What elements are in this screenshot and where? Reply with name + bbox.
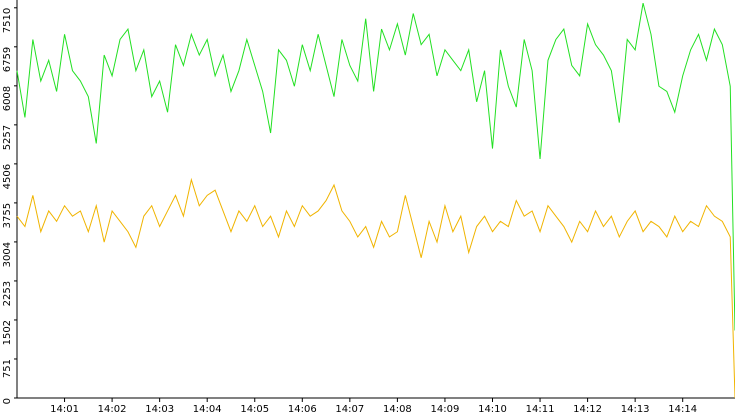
x-tick-label: 14:07: [335, 404, 364, 415]
x-tick-label: 14:14: [668, 404, 697, 415]
series-line: [16, 2, 735, 331]
x-tick-label: 14:03: [145, 404, 174, 415]
x-tick-label: 14:06: [288, 404, 317, 415]
x-tick-label: 14:08: [383, 404, 412, 415]
x-tick-label: 14:12: [573, 404, 602, 415]
x-tick-label: 14:09: [431, 404, 460, 415]
x-tick-label: 14:01: [50, 404, 79, 415]
x-tick-label: 14:11: [526, 404, 555, 415]
y-tick-label: 6008: [2, 86, 13, 111]
y-tick-label: 751: [2, 359, 13, 378]
y-tick-label: 6759: [2, 47, 13, 72]
x-tick-label: 14:04: [193, 404, 222, 415]
y-tick-label: 5257: [2, 125, 13, 150]
y-tick-label: 7510: [2, 8, 13, 33]
y-tick-label: 3755: [2, 203, 13, 228]
x-tick-label: 14:10: [478, 404, 507, 415]
y-tick-label: 2253: [2, 281, 13, 306]
y-tick-label: 3004: [2, 242, 13, 267]
x-tick-label: 14:13: [621, 404, 650, 415]
x-tick-label: 14:02: [98, 404, 127, 415]
y-tick-label: 1502: [2, 320, 13, 345]
x-tick-label: 14:05: [240, 404, 269, 415]
y-tick-label: 4506: [2, 164, 13, 189]
y-tick-label: 0: [2, 398, 13, 404]
series-line: [16, 177, 735, 399]
